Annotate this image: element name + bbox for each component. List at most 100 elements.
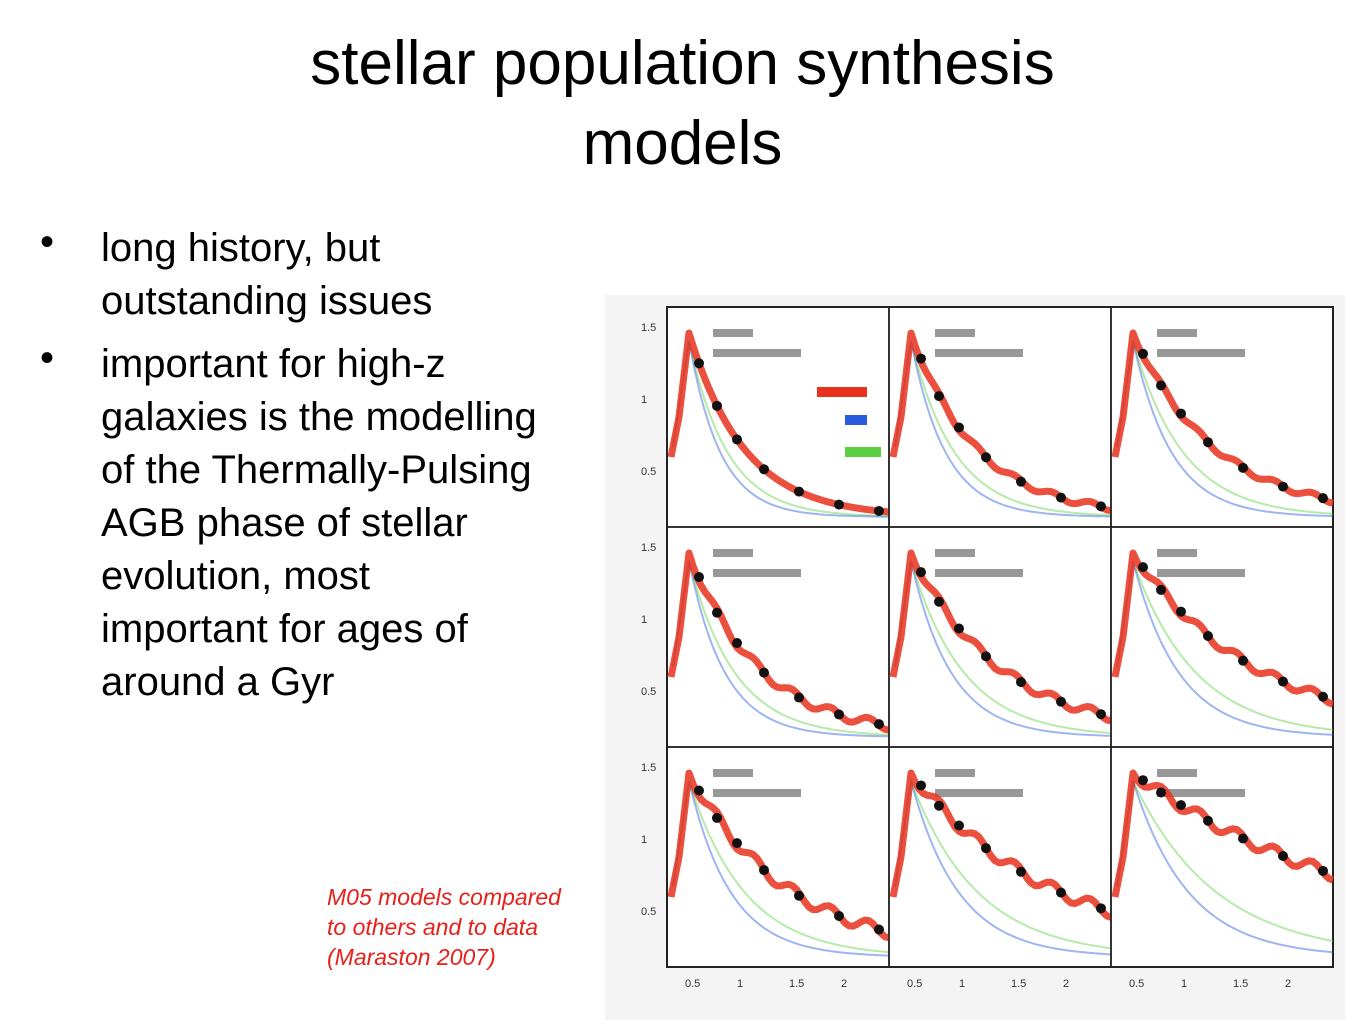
slide-title: stellar population synthesis models bbox=[0, 24, 1365, 184]
bullet-line: AGB phase of stellar bbox=[101, 501, 468, 545]
m05-curve bbox=[1111, 329, 1334, 507]
panel-label-blob bbox=[935, 329, 975, 337]
m05-curve bbox=[889, 769, 1113, 921]
x-tick-label: 1 bbox=[1181, 978, 1187, 990]
data-point bbox=[1318, 493, 1328, 504]
m05-curve bbox=[667, 549, 890, 734]
data-point bbox=[712, 400, 722, 411]
x-tick-label: 1 bbox=[959, 978, 965, 990]
data-point bbox=[712, 607, 722, 618]
x-tick-label: 1 bbox=[737, 978, 743, 990]
bullet-line: important for high-z bbox=[101, 342, 446, 386]
data-point bbox=[712, 812, 722, 823]
data-point bbox=[694, 358, 704, 369]
data-point bbox=[934, 596, 944, 607]
bullet-text: important for high-z galaxies is the mod… bbox=[101, 338, 600, 709]
panel-label-blob bbox=[935, 349, 1023, 357]
plot-frame bbox=[666, 306, 1334, 968]
blue_model-curve bbox=[672, 340, 889, 518]
green_model-curve bbox=[1116, 777, 1334, 942]
data-point bbox=[916, 780, 926, 791]
panel-label-blob bbox=[1157, 789, 1245, 797]
bullet-text: long history, but outstanding issues bbox=[101, 222, 600, 328]
green_model-curve bbox=[894, 777, 1112, 950]
data-point bbox=[954, 820, 964, 831]
data-point bbox=[1278, 481, 1288, 492]
data-point bbox=[916, 353, 926, 364]
blue_model-curve bbox=[1116, 340, 1334, 517]
data-point bbox=[794, 692, 804, 703]
y-tick-label: 1.5 bbox=[641, 322, 656, 334]
blue_model-curve bbox=[1116, 560, 1334, 736]
panel-label-blob bbox=[713, 329, 753, 337]
data-point bbox=[1203, 815, 1213, 826]
data-point bbox=[732, 638, 742, 649]
y-tick-label: 0.5 bbox=[641, 466, 656, 478]
slide-title-line-2: models bbox=[582, 109, 783, 178]
data-point bbox=[1056, 887, 1066, 898]
data-point bbox=[1156, 787, 1166, 798]
data-point bbox=[834, 499, 844, 510]
y-tick-label: 0.5 bbox=[641, 686, 656, 698]
x-tick-label: 0.5 bbox=[1129, 978, 1144, 990]
data-point bbox=[1138, 775, 1148, 786]
panel-label-blob bbox=[935, 549, 975, 557]
x-tick-label: 1.5 bbox=[1011, 978, 1026, 990]
data-point bbox=[732, 838, 742, 849]
data-point bbox=[1016, 476, 1026, 487]
x-tick-label: 0.5 bbox=[907, 978, 922, 990]
green_model-curve bbox=[894, 560, 1112, 735]
panel-label-blob bbox=[1157, 569, 1245, 577]
y-tick-label: 1 bbox=[641, 394, 647, 406]
bullet-line: galaxies is the modelling bbox=[101, 395, 537, 439]
panel-label-blob bbox=[1157, 549, 1197, 557]
bullet-list: • long history, but outstanding issues •… bbox=[40, 222, 600, 719]
legend-swatch-blue bbox=[845, 415, 867, 425]
data-point bbox=[1096, 709, 1106, 720]
figure-caption: M05 models compared to others and to dat… bbox=[327, 882, 617, 972]
blue_model-curve bbox=[894, 780, 1112, 956]
data-point bbox=[1016, 866, 1026, 877]
caption-line: M05 models compared bbox=[327, 884, 561, 910]
data-point bbox=[1176, 606, 1186, 617]
data-point bbox=[1278, 851, 1288, 862]
data-point bbox=[834, 910, 844, 921]
data-point bbox=[694, 785, 704, 796]
data-point bbox=[954, 623, 964, 634]
caption-line: to others and to data bbox=[327, 914, 538, 940]
green_model-curve bbox=[894, 340, 1112, 517]
data-point bbox=[934, 800, 944, 811]
panel-label-blob bbox=[1157, 349, 1245, 357]
bullet-line: evolution, most bbox=[101, 554, 371, 598]
green_model-curve bbox=[1116, 560, 1334, 731]
bullet-item-history: • long history, but outstanding issues bbox=[40, 222, 600, 328]
data-point bbox=[1238, 655, 1248, 666]
data-point bbox=[1238, 833, 1248, 844]
legend-swatch-green bbox=[845, 447, 881, 457]
data-point bbox=[1096, 501, 1106, 512]
data-point bbox=[954, 422, 964, 433]
bullet-line: long history, but bbox=[101, 226, 381, 270]
panel-label-blob bbox=[1157, 769, 1197, 777]
x-tick-label: 2 bbox=[1063, 978, 1069, 990]
panel-label-blob bbox=[935, 569, 1023, 577]
green_model-curve bbox=[1116, 340, 1334, 515]
data-point bbox=[981, 452, 991, 463]
data-point bbox=[1156, 380, 1166, 391]
bullet-dot-icon: • bbox=[40, 336, 55, 380]
green_model-curve bbox=[672, 560, 890, 736]
bullet-item-tp-agb: • important for high-z galaxies is the m… bbox=[40, 338, 600, 709]
data-point bbox=[916, 567, 926, 578]
data-point bbox=[874, 924, 884, 935]
bullet-line: outstanding issues bbox=[101, 279, 433, 323]
panel-label-blob bbox=[935, 789, 1023, 797]
x-tick-label: 0.5 bbox=[685, 978, 700, 990]
panel-label-blob bbox=[713, 349, 801, 357]
data-point bbox=[1056, 696, 1066, 707]
data-point bbox=[759, 464, 769, 475]
y-tick-label: 1 bbox=[641, 614, 647, 626]
panel-label-blob bbox=[713, 789, 801, 797]
m05-curve bbox=[889, 549, 1112, 725]
y-tick-label: 1.5 bbox=[641, 762, 656, 774]
bullet-line: around a Gyr bbox=[101, 660, 335, 704]
